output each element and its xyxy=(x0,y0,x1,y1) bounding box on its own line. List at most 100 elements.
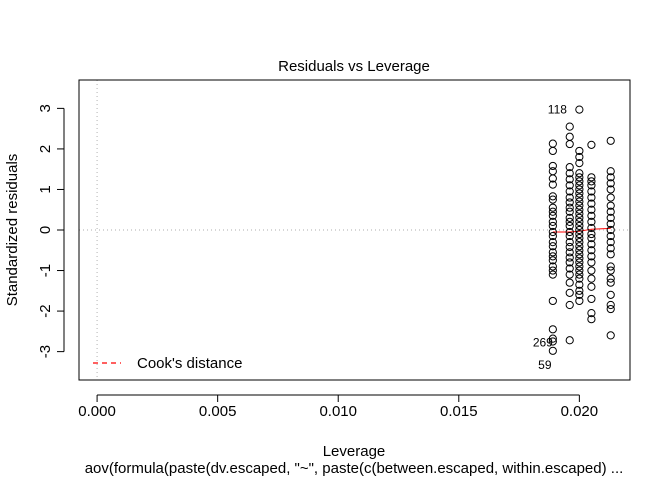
data-point-3-3 xyxy=(587,181,596,190)
data-point-3-4 xyxy=(587,187,596,196)
data-point-1-7 xyxy=(565,187,574,196)
data-point-0-22 xyxy=(548,270,557,279)
data-point-1-24 xyxy=(565,278,574,287)
data-point-3-7 xyxy=(587,205,596,214)
data-point-0-4 xyxy=(548,174,557,183)
data-point-2-1 xyxy=(575,146,584,156)
data-point-4-3 xyxy=(606,179,615,188)
data-point-0-17 xyxy=(548,248,557,257)
data-point-4-20 xyxy=(606,300,615,310)
data-point-1-27 xyxy=(565,336,574,345)
data-point-4-11 xyxy=(606,231,615,241)
point-label-1: 269 xyxy=(533,335,553,349)
x-tick-label-1: 0.005 xyxy=(199,403,237,420)
y-tick-label-6: 3 xyxy=(37,104,54,112)
data-point-4-15 xyxy=(606,262,615,271)
data-point-1-26 xyxy=(565,300,574,310)
data-point-0-6 xyxy=(548,192,557,201)
data-point-3-1 xyxy=(587,173,596,182)
data-point-0-15 xyxy=(548,238,557,247)
data-point-1-10 xyxy=(565,203,574,212)
data-point-0-23 xyxy=(548,296,557,306)
y-tick-label-3: 0 xyxy=(37,226,54,234)
data-point-4-7 xyxy=(606,207,615,216)
data-point-0-9 xyxy=(548,207,557,216)
data-point-0-27 xyxy=(548,346,557,355)
data-point-1-6 xyxy=(565,181,574,190)
data-point-2-2 xyxy=(575,152,584,162)
data-point-3-13 xyxy=(587,240,596,249)
data-point-2-18 xyxy=(575,225,584,235)
data-point-3-2 xyxy=(587,177,596,186)
data-point-2-21 xyxy=(575,238,584,247)
data-point-4-12 xyxy=(606,238,615,247)
data-point-4-17 xyxy=(606,274,615,283)
data-point-3-14 xyxy=(587,246,596,255)
data-point-4-2 xyxy=(606,173,615,182)
data-point-0-16 xyxy=(548,242,557,251)
data-point-1-13 xyxy=(565,217,574,226)
data-point-3-17 xyxy=(587,266,596,275)
data-point-2-8 xyxy=(575,185,584,194)
data-point-3-8 xyxy=(587,211,596,220)
point-label-2: 59 xyxy=(538,358,552,372)
data-point-2-16 xyxy=(575,217,584,226)
data-point-4-1 xyxy=(606,167,615,176)
data-point-2-0 xyxy=(575,105,584,114)
chart-subtitle: aov(formula(paste(dv.escaped, "~", paste… xyxy=(85,460,624,477)
data-point-0-13 xyxy=(548,227,557,237)
data-point-3-12 xyxy=(587,234,596,243)
data-point-3-11 xyxy=(587,229,596,239)
data-point-0-18 xyxy=(548,252,557,261)
data-point-1-18 xyxy=(565,242,574,252)
x-tick-label-4: 0.020 xyxy=(561,403,599,420)
data-point-0-1 xyxy=(548,146,557,156)
data-point-1-2 xyxy=(565,139,574,149)
x-axis-label: Leverage xyxy=(323,443,386,460)
data-point-2-24 xyxy=(575,250,584,259)
data-point-4-22 xyxy=(606,331,615,340)
data-point-2-12 xyxy=(575,201,584,210)
data-point-2-6 xyxy=(575,177,584,186)
data-point-3-19 xyxy=(587,282,596,291)
data-point-3-22 xyxy=(587,315,596,324)
data-point-3-18 xyxy=(587,274,596,283)
data-point-2-25 xyxy=(575,254,584,263)
data-point-4-13 xyxy=(606,244,615,253)
data-point-1-3 xyxy=(565,163,574,172)
data-point-1-21 xyxy=(565,258,574,267)
data-point-4-14 xyxy=(606,250,615,259)
data-point-4-0 xyxy=(606,136,615,145)
x-tick-label-0: 0.000 xyxy=(78,403,116,420)
data-point-0-25 xyxy=(548,334,557,343)
data-point-1-0 xyxy=(565,122,574,131)
points-layer xyxy=(548,105,615,355)
legend-label-cooks-distance: Cook's distance xyxy=(137,355,242,372)
data-point-2-20 xyxy=(575,234,584,243)
plot-frame xyxy=(78,79,631,381)
data-point-3-15 xyxy=(587,252,596,261)
data-point-1-16 xyxy=(565,231,574,241)
y-tick-label-5: 2 xyxy=(37,145,54,153)
smoother-layer xyxy=(552,227,611,233)
data-point-1-5 xyxy=(565,175,574,184)
data-point-3-10 xyxy=(587,223,596,233)
data-point-2-32 xyxy=(575,286,584,295)
y-tick-label-0: -3 xyxy=(37,345,54,358)
axes-layer: 0.000 0.005 0.010 0.015 0.020 -3 -2 -1 0 1 2 3 xyxy=(37,104,598,420)
smoother-line xyxy=(552,227,611,233)
data-point-1-11 xyxy=(565,207,574,216)
data-point-4-18 xyxy=(606,278,615,287)
data-point-1-25 xyxy=(565,288,574,297)
data-point-1-12 xyxy=(565,213,574,222)
data-point-0-5 xyxy=(548,180,557,189)
data-point-2-30 xyxy=(575,274,584,283)
data-point-2-11 xyxy=(575,197,584,206)
data-point-4-6 xyxy=(606,201,615,210)
data-point-2-23 xyxy=(575,246,584,255)
data-point-3-21 xyxy=(587,309,596,318)
data-point-2-9 xyxy=(575,189,584,198)
data-point-4-8 xyxy=(606,213,615,222)
data-point-0-10 xyxy=(548,211,557,220)
data-point-1-15 xyxy=(565,227,574,237)
